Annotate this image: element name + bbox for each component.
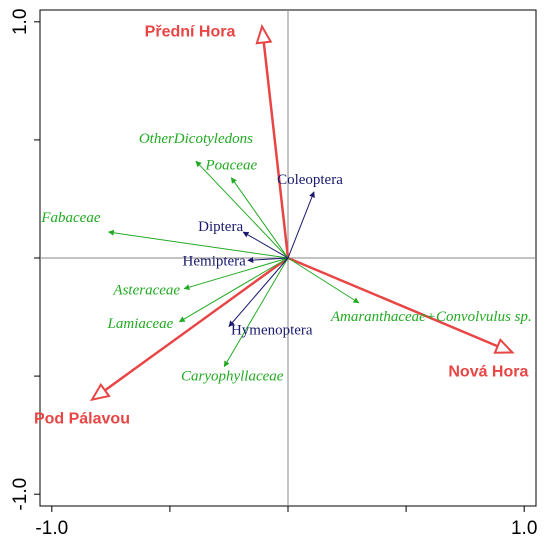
y-tick-label: 1.0 (10, 9, 31, 35)
insect-arrows (228, 191, 315, 327)
plant-arrow (183, 257, 289, 291)
environment-label: Přední Hora (145, 24, 236, 41)
environment-arrow-head (493, 338, 515, 354)
insect-label: Hymenoptera (231, 322, 313, 338)
plant-label: Caryophyllaceae (181, 369, 284, 385)
plant-label: Poaceae (204, 158, 257, 174)
plant-label: Asteraceae (112, 283, 180, 299)
plant-arrow (230, 177, 289, 259)
insect-label: Hemiptera (183, 253, 247, 269)
environment-label: Nová Hora (448, 363, 528, 380)
y-tick-label: -1.0 (10, 478, 31, 511)
plant-arrow (178, 257, 289, 323)
plant-label: Lamiaceae (107, 316, 174, 332)
environment-arrow-line (262, 42, 290, 259)
plant-arrow (107, 229, 289, 259)
plant-arrow (195, 160, 289, 259)
environment-label: Pod Pálavou (34, 411, 130, 428)
arrow-labels: Přední Hora Nová Hora Pod Pálavou OtherDico… (34, 24, 532, 428)
plant-label: Amaranthaceae+Convolvulus sp. (330, 309, 532, 325)
plant-arrows (107, 160, 360, 368)
x-tick-label: 1.0 (511, 518, 537, 539)
plant-label: OtherDicotyledons (139, 131, 253, 147)
environment-arrow-head (255, 24, 273, 45)
insect-arrow (228, 257, 289, 327)
environment-arrows (89, 24, 515, 402)
x-tick-label: -1.0 (35, 518, 68, 539)
insect-arrow (242, 231, 289, 259)
environment-arrow-line (104, 256, 289, 392)
insect-label: Coleoptera (277, 172, 343, 188)
axis-tick-labels: -1.0 1.0 1.0 -1.0 (10, 9, 537, 539)
environment-arrow-line (287, 256, 499, 348)
plant-label: Fabaceae (40, 210, 100, 226)
environment-arrow-head (89, 382, 111, 402)
plant-arrow (287, 257, 360, 304)
plant-arrow (223, 257, 289, 368)
axis-ticks (34, 21, 525, 512)
insect-arrow (247, 257, 289, 264)
insect-arrow (287, 191, 315, 259)
insect-label: Diptera (198, 219, 243, 235)
